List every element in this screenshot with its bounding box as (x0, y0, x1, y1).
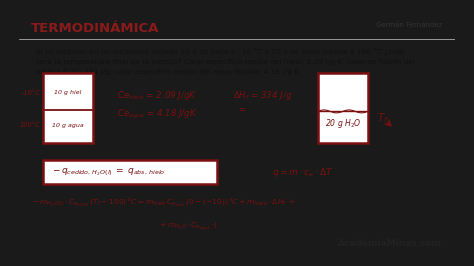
Text: =: = (238, 105, 245, 114)
Text: $Ce_{hielo}$ = 2.09 J/gK: $Ce_{hielo}$ = 2.09 J/gK (117, 89, 197, 102)
Text: 20 g $H_2O$: 20 g $H_2O$ (325, 117, 361, 130)
Text: $-\,m_{H_2O(l)} \cdot C_{e_{H_2O(l)}} \,(T_f - 100)\,°C = m_{hielo}\,C_{e_{hielo: $-\,m_{H_2O(l)} \cdot C_{e_{H_2O(l)}} \,… (32, 197, 296, 209)
Text: $+\;m_{H_2O} \cdot C_{e_{agua}} \cdot ($: $+\;m_{H_2O} \cdot C_{e_{agua}} \cdot ($ (158, 221, 218, 234)
Bar (43, 160, 218, 184)
Text: Si se mezclan en un recipiente aislado 10 g de hielo a –10 °C y 10 g de agua líq: Si se mezclan en un recipiente aislado 1… (36, 49, 415, 75)
Text: $T_f$: $T_f$ (376, 111, 388, 125)
Text: TERMODINÁMICA: TERMODINÁMICA (31, 22, 159, 35)
Text: 10 g agua: 10 g agua (52, 123, 84, 128)
Bar (318, 73, 368, 143)
Text: 100°C: 100°C (20, 122, 41, 128)
Text: $-\,q_{cedido,\,H_2O(l)}\;=\;q_{abs,\,hielo}$: $-\,q_{cedido,\,H_2O(l)}\;=\;q_{abs,\,hi… (52, 166, 165, 178)
Text: $Ce_{agua}$ = 4.18 J/gK: $Ce_{agua}$ = 4.18 J/gK (117, 108, 198, 121)
Text: AcademiaMinas.com: AcademiaMinas.com (338, 239, 442, 248)
Text: $q = m \cdot c_e \cdot \Delta T$: $q = m \cdot c_e \cdot \Delta T$ (272, 166, 333, 179)
Text: Germán Fernández: Germán Fernández (376, 22, 442, 28)
Text: -10°C: -10°C (22, 90, 41, 95)
Text: 10 g hiel: 10 g hiel (55, 90, 82, 95)
Bar (43, 73, 93, 143)
Text: $\Delta H_f$ = 334 J/g: $\Delta H_f$ = 334 J/g (233, 89, 292, 102)
